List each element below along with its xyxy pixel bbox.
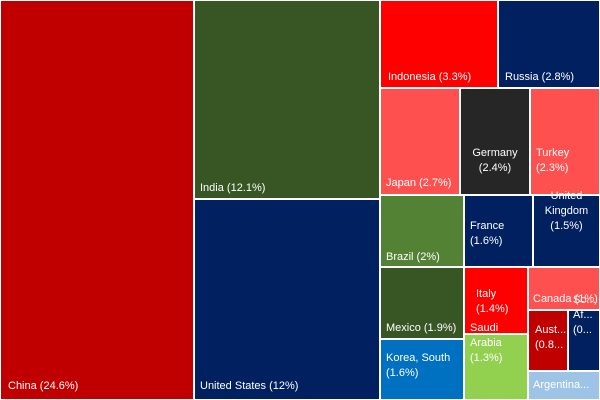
tile-brazil	[381, 196, 463, 266]
tile-united-states	[195, 200, 379, 399]
label-italy: Italy (1.4%)	[476, 288, 508, 315]
tile-australia	[529, 311, 567, 370]
tile-germany	[461, 89, 529, 194]
label-brazil: Brazil (2%)	[386, 251, 440, 263]
tile-russia	[499, 1, 599, 87]
label-korea-south: Korea, South (1.6%)	[386, 352, 450, 379]
tile-japan	[381, 89, 459, 194]
tile-india	[195, 1, 379, 198]
label-united-states: United States (12%)	[200, 380, 298, 392]
label-south-africa: So... Af... (0...	[573, 294, 596, 336]
label-india: India (12.1%)	[200, 182, 265, 194]
tile-france	[465, 196, 532, 266]
tile-saudi-arabia	[465, 335, 527, 399]
tile-canada	[529, 268, 599, 309]
tile-south-africa	[569, 311, 599, 370]
label-china: China (24.6%)	[8, 380, 78, 392]
tile-mexico	[381, 268, 463, 338]
tile-italy	[465, 268, 527, 333]
label-argentina: Argentina...	[533, 379, 589, 391]
label-turkey: Turkey (2.3%)	[536, 147, 570, 174]
label-canada: Canada (1%)	[533, 293, 598, 305]
label-saudi-arabia: Saudi Arabia (1.3%)	[470, 322, 503, 364]
tile-united-kingdom	[534, 196, 599, 266]
label-united-kingdom: United Kingdom (1.5%)	[545, 190, 588, 232]
label-australia: Aust... (0.8...	[535, 324, 566, 351]
label-france: France (1.6%)	[470, 220, 504, 247]
tile-indonesia	[381, 1, 497, 87]
label-mexico: Mexico (1.9%)	[386, 322, 456, 334]
tile-turkey	[531, 89, 599, 194]
tile-china	[1, 1, 193, 399]
tile-korea-south	[381, 340, 463, 399]
label-germany: Germany (2.4%)	[472, 147, 518, 174]
label-russia: Russia (2.8%)	[505, 71, 574, 83]
label-japan: Japan (2.7%)	[386, 177, 451, 189]
label-indonesia: Indonesia (3.3%)	[388, 71, 471, 83]
tile-argentina	[529, 372, 599, 399]
